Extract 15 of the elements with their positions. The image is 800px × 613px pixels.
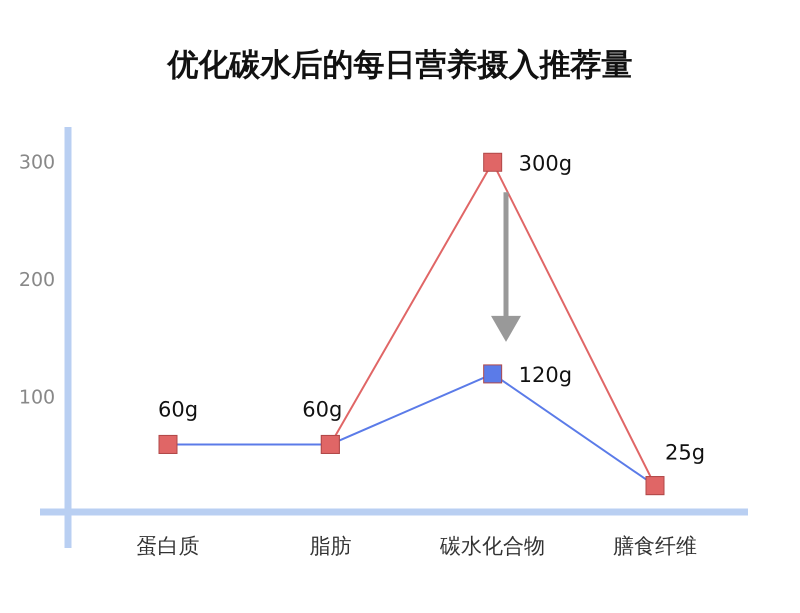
point — [483, 152, 502, 172]
y-tick-label: 200 — [18, 268, 56, 291]
x-tick-label: 膳食纤维 — [613, 534, 697, 558]
y-tick-label: 100 — [18, 386, 56, 408]
chart-title: 优化碳水后的每日营养摄入推荐量 — [166, 47, 632, 83]
point — [483, 364, 502, 384]
data-label: 60g — [302, 397, 342, 422]
x-tick-label: 碳水化合物 — [439, 534, 546, 558]
x-tick-label: 脂肪 — [309, 534, 352, 558]
data-label: 60g — [158, 397, 198, 422]
data-label: 120g — [518, 362, 572, 387]
y-tick-label: 300 — [18, 151, 56, 174]
data-label: 25g — [664, 440, 706, 465]
data-label: 300g — [518, 151, 572, 176]
x-tick-label: 蛋白质 — [136, 534, 200, 558]
